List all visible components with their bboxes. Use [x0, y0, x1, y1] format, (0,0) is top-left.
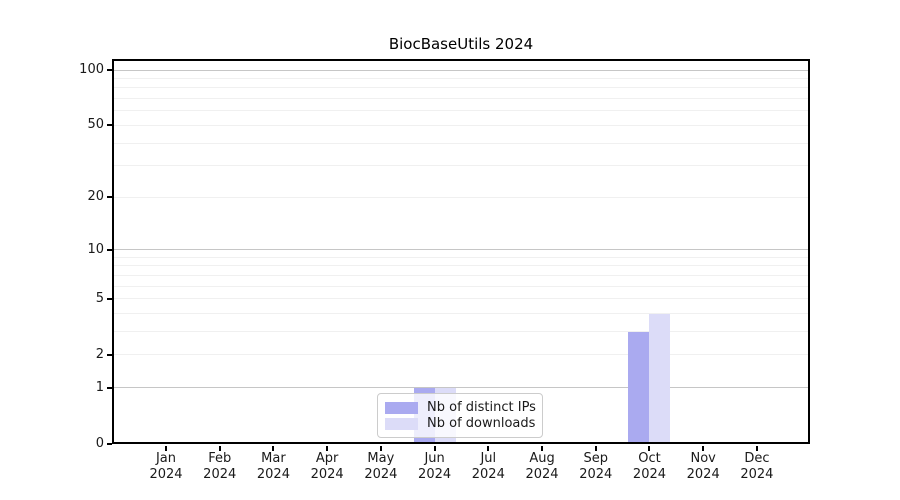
xtick-mark-jul: [487, 446, 490, 451]
gridline-8: [112, 265, 810, 267]
xtick-month: Jun: [424, 451, 445, 466]
gridline-4: [112, 313, 810, 315]
xtick-year: 2024: [579, 467, 613, 482]
xtick-year: 2024: [149, 467, 183, 482]
ytick-mark-2: [107, 353, 112, 356]
ytick-mark-0: [107, 443, 112, 445]
xtick-year: 2024: [686, 467, 720, 482]
xtick-year: 2024: [632, 467, 667, 482]
xtick-year: 2024: [418, 467, 452, 482]
xtick-month: May: [367, 451, 395, 466]
xtick-label-feb: Feb 2024: [188, 451, 252, 483]
ytick-label-100: 100: [79, 62, 104, 77]
xtick-label-oct: Oct 2024: [617, 451, 681, 483]
legend: Nb of distinct IPs Nb of downloads: [377, 393, 543, 438]
ytick-label-2: 2: [95, 346, 104, 362]
gridline-30: [112, 165, 810, 167]
xtick-label-mar: Mar 2024: [241, 451, 305, 483]
gridline-80: [112, 87, 810, 89]
gridline-1: [112, 387, 810, 389]
xtick-mark-mar: [272, 446, 275, 451]
ytick-label-1: 1: [95, 379, 104, 395]
xtick-label-apr: Apr 2024: [295, 451, 359, 483]
xtick-month: Aug: [529, 451, 555, 466]
xtick-mark-jun: [433, 446, 436, 451]
xtick-mark-oct: [648, 446, 651, 451]
gridline-6: [112, 285, 810, 287]
legend-item-distinct-ips: Nb of distinct IPs: [385, 400, 536, 415]
chart-title: BiocBaseUtils 2024: [388, 35, 534, 53]
gridline-3: [112, 331, 810, 333]
ytick-mark-5: [107, 297, 112, 300]
gridline-20: [112, 196, 810, 198]
xtick-mark-feb: [218, 446, 221, 451]
ytick-label-10: 10: [87, 241, 104, 257]
xtick-mark-may: [379, 446, 382, 451]
xtick-year: 2024: [740, 467, 774, 482]
xtick-label-jan: Jan 2024: [134, 451, 198, 483]
xtick-month: Nov: [690, 451, 716, 466]
gridline-10: [112, 249, 810, 251]
gridline-5: [112, 298, 810, 300]
xtick-mark-nov: [702, 446, 705, 451]
xtick-year: 2024: [364, 467, 398, 482]
bar-nb-of-downloads-oct: [649, 313, 671, 444]
xtick-mark-jan: [165, 446, 167, 451]
ytick-label-50: 50: [87, 117, 104, 133]
gridline-40: [112, 142, 810, 144]
gridline-7: [112, 274, 810, 276]
xtick-month: Dec: [744, 451, 770, 466]
legend-swatch-downloads: [385, 417, 418, 430]
gridline-2: [112, 354, 810, 356]
xtick-label-nov: Nov 2024: [671, 451, 735, 483]
gridline-70: [112, 98, 810, 100]
ytick-label-20: 20: [87, 189, 104, 205]
gridline-90: [112, 77, 810, 79]
legend-swatch-distinct-ips: [385, 401, 418, 414]
xtick-month: Apr: [315, 451, 339, 466]
xtick-month: Oct: [638, 451, 661, 466]
ytick-mark-20: [107, 196, 112, 199]
xtick-year: 2024: [525, 467, 559, 482]
xtick-label-sep: Sep 2024: [564, 451, 628, 483]
xtick-label-dec: Dec 2024: [725, 451, 789, 483]
gridline-50: [112, 124, 810, 126]
xtick-label-jun: Jun 2024: [403, 451, 467, 483]
xtick-month: Jul: [480, 451, 497, 466]
xtick-year: 2024: [256, 467, 290, 482]
xtick-year: 2024: [203, 467, 237, 482]
xtick-month: Feb: [208, 451, 232, 466]
xtick-mark-aug: [541, 446, 544, 451]
ytick-mark-100: [107, 69, 112, 71]
xtick-month: Jan: [155, 451, 177, 466]
xtick-year: 2024: [310, 467, 344, 482]
xtick-label-jul: Jul 2024: [456, 451, 520, 483]
ytick-mark-10: [107, 248, 112, 251]
xtick-month: Mar: [261, 451, 286, 466]
xtick-mark-apr: [326, 446, 329, 451]
bar-nb-of-distinct-ips-oct: [628, 331, 650, 444]
gridline-60: [112, 110, 810, 112]
xtick-label-aug: Aug 2024: [510, 451, 574, 483]
legend-item-downloads: Nb of downloads: [385, 416, 536, 431]
plot-area: 0 1 2 5 10 20 50 100 Jan 2024 Feb 2024 Mar 2024 Apr 20…: [79, 59, 810, 482]
xtick-year: 2024: [471, 467, 505, 482]
xtick-mark-sep: [594, 446, 597, 451]
xtick-month: Sep: [583, 451, 608, 466]
ytick-label-0: 0: [95, 436, 104, 451]
gridline-9: [112, 256, 810, 258]
plot-border: [112, 59, 810, 444]
xtick-mark-dec: [755, 446, 758, 451]
ytick-label-5: 5: [95, 290, 104, 306]
ytick-mark-1: [107, 386, 112, 389]
xtick-label-may: May 2024: [349, 451, 413, 483]
gridline-100: [112, 69, 810, 71]
legend-label-distinct-ips: Nb of distinct IPs: [427, 400, 536, 415]
ytick-mark-50: [107, 124, 112, 127]
legend-label-downloads: Nb of downloads: [427, 416, 536, 431]
